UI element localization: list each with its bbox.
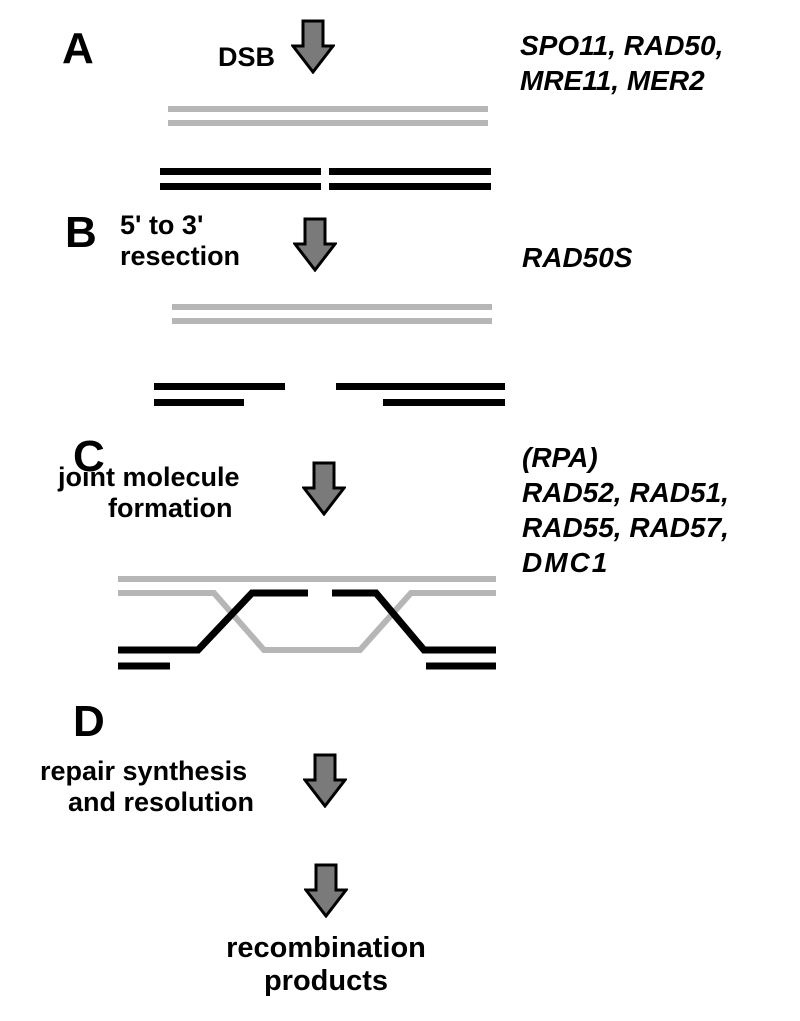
result-line1: recombination — [226, 932, 426, 964]
panel-letter-b: B — [65, 208, 97, 258]
step-repair-line1: repair synthesis — [40, 756, 247, 786]
dna-resect-left-top — [154, 383, 285, 390]
step-resection-line2: resection — [120, 241, 240, 271]
dna-dsb-top-right — [329, 168, 491, 175]
dna-gray-a-bot — [168, 120, 488, 126]
genes-a: SPO11, RAD50, MRE11, MER2 — [520, 28, 723, 98]
genes-c-line0: (RPA) — [522, 442, 598, 473]
dna-dsb-bot-left — [160, 183, 321, 190]
genes-b-line1: RAD50S — [522, 242, 632, 273]
arrow-joint — [302, 460, 346, 516]
joint-molecule-diagram — [118, 572, 498, 688]
arrow-repair — [303, 752, 347, 808]
step-repair-label: repair synthesis and resolution — [40, 756, 254, 818]
step-resection-label: 5' to 3' resection — [120, 210, 240, 272]
panel-letter-a: A — [62, 24, 94, 74]
arrow-products — [304, 862, 348, 918]
dna-dsb-bot-right — [329, 183, 491, 190]
dna-gray-a-top — [168, 106, 488, 112]
step-joint-line2: formation — [58, 493, 233, 523]
genes-c-line1: RAD52, RAD51, — [522, 477, 729, 508]
genes-c: (RPA) RAD52, RAD51, RAD55, RAD57, DMC1 — [522, 440, 729, 580]
genes-b: RAD50S — [522, 240, 632, 275]
genes-a-line2: MRE11, MER2 — [520, 65, 705, 96]
step-joint-label: joint molecule formation — [58, 462, 240, 524]
genes-c-line2: RAD55, RAD57, — [522, 512, 729, 543]
dna-dsb-top-left — [160, 168, 321, 175]
arrow-dsb — [291, 18, 335, 74]
arrow-resection — [293, 216, 337, 272]
dna-resect-right-bot — [383, 399, 505, 406]
result-label: recombination products — [156, 932, 496, 999]
step-dsb-label: DSB — [218, 42, 275, 73]
dna-resect-right-top — [336, 383, 505, 390]
genes-a-line1: SPO11, RAD50, — [520, 30, 723, 61]
genes-c-line3: DMC1 — [522, 547, 609, 578]
result-line2: products — [264, 965, 388, 997]
panel-letter-d: D — [73, 697, 105, 747]
step-resection-line1: 5' to 3' — [120, 210, 203, 240]
step-joint-line1: joint molecule — [58, 462, 240, 492]
dna-gray-b-bot — [172, 318, 492, 324]
dna-gray-b-top — [172, 304, 492, 310]
step-repair-line2: and resolution — [40, 787, 254, 817]
dna-resect-left-bot — [154, 399, 244, 406]
